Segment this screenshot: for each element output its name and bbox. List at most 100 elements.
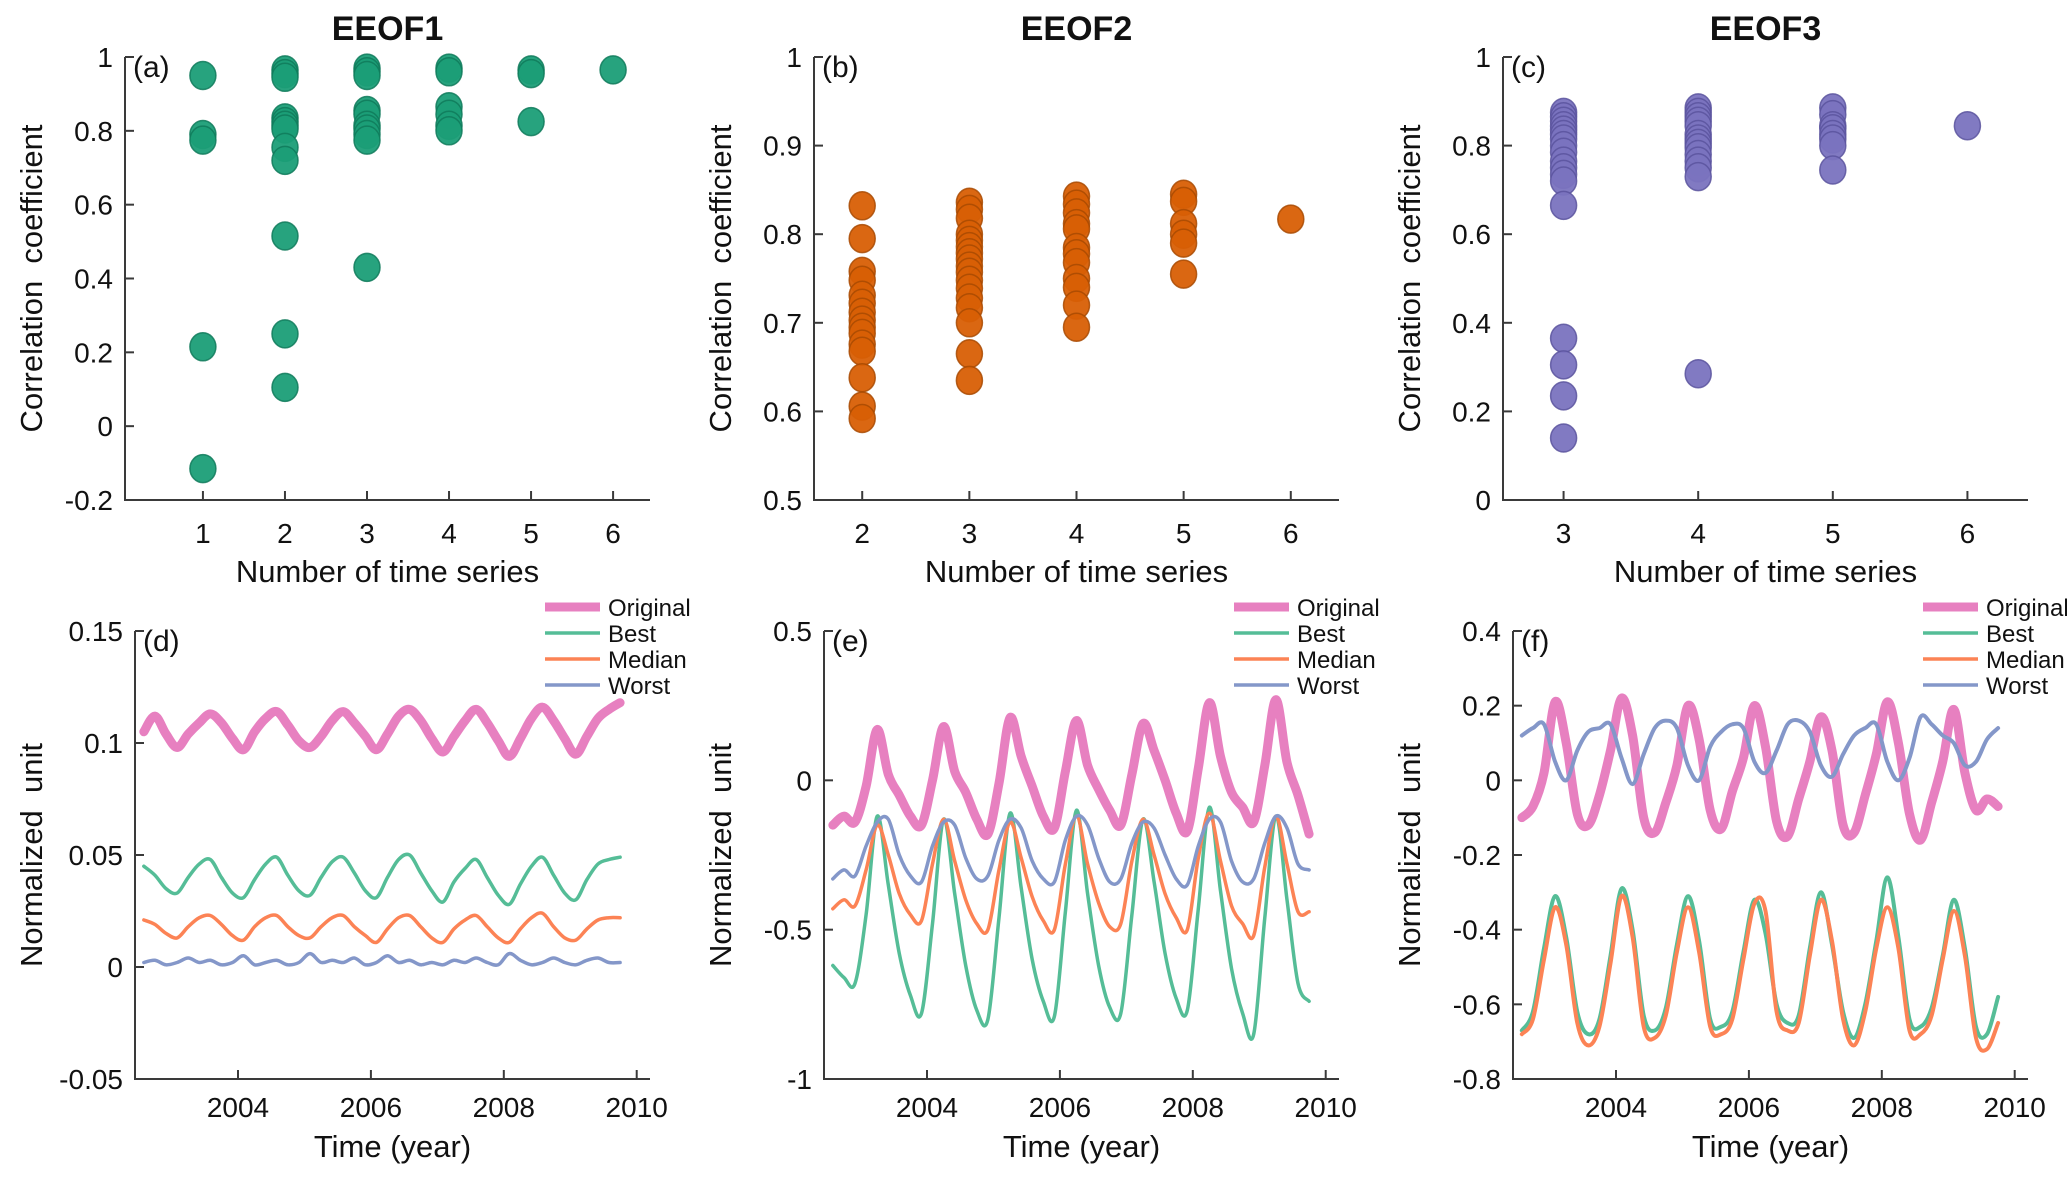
panel-title: EEOF3 bbox=[1710, 10, 1821, 48]
y-tick-label: -0.05 bbox=[59, 1064, 123, 1095]
scatter-point bbox=[189, 453, 217, 484]
x-tick-label: 6 bbox=[1960, 518, 1976, 549]
x-tick-label: 6 bbox=[605, 518, 621, 549]
chart-a: -0.2 0 0.2 0.4 0.6 0.8 1 1 2 3 4 5 6 Number of time s… bbox=[14, 10, 650, 589]
y-axis-label: Correlation coefficient bbox=[703, 124, 738, 432]
x-tick-label: 3 bbox=[359, 518, 375, 549]
y-axis-label: Normalized unit bbox=[703, 743, 738, 967]
legend-label: Best bbox=[1297, 621, 1345, 648]
y-tick-label: 1 bbox=[97, 42, 113, 73]
series-best-line bbox=[142, 852, 622, 907]
y-tick-label: 0 bbox=[1475, 485, 1491, 516]
y-tick-label: 0 bbox=[796, 765, 812, 796]
x-tick-label: 2006 bbox=[1718, 1092, 1780, 1123]
scatter-point bbox=[435, 57, 463, 87]
y-tick-label: 1 bbox=[786, 42, 802, 73]
panel-title: EEOF2 bbox=[1021, 10, 1132, 48]
scatter-point bbox=[1549, 423, 1578, 453]
legend-label: Best bbox=[608, 621, 656, 648]
scatter-point bbox=[1549, 190, 1578, 221]
y-tick-label: -0.4 bbox=[1453, 915, 1501, 946]
scatter-point bbox=[1819, 155, 1847, 185]
y-tick-label: 0 bbox=[1485, 765, 1501, 796]
panel-letter: (f) bbox=[1521, 625, 1549, 658]
scatter-point bbox=[1684, 358, 1712, 389]
x-tick-label: 6 bbox=[1283, 518, 1299, 549]
scatter-point bbox=[435, 116, 463, 146]
scatter-point bbox=[848, 336, 876, 366]
x-tick-label: 5 bbox=[1825, 518, 1841, 549]
legend-item: Best bbox=[1923, 621, 2034, 648]
y-tick-label: -1 bbox=[787, 1064, 812, 1095]
scatter-point bbox=[517, 106, 545, 137]
y-tick-label: 0.2 bbox=[74, 337, 113, 368]
scatter-point bbox=[955, 339, 984, 369]
x-tick-label: 5 bbox=[1176, 518, 1192, 549]
scatter-point bbox=[955, 365, 984, 396]
scatter-point bbox=[271, 145, 299, 176]
y-tick-label: 0 bbox=[97, 411, 113, 442]
chart-d: -0.05 0 0.05 0.1 0.15 2004 2006 2008 2010 Time (y… bbox=[14, 595, 691, 1164]
legend-label: Worst bbox=[608, 673, 671, 700]
series-original-line bbox=[139, 698, 625, 761]
panel-letter: (e) bbox=[832, 625, 869, 658]
chart-c: 0 0.2 0.4 0.6 0.8 1 3 4 5 6 Number of time series C… bbox=[1392, 10, 2028, 589]
y-tick-label: 0.05 bbox=[69, 840, 124, 871]
y-tick-label: 0.2 bbox=[1462, 691, 1501, 722]
series-original-line bbox=[1517, 693, 2003, 845]
legend-item: Original bbox=[545, 595, 691, 622]
scatter-point bbox=[271, 319, 299, 349]
scatter-point bbox=[1169, 228, 1198, 258]
x-tick-label: 2008 bbox=[1851, 1092, 1913, 1123]
scatter-point bbox=[1169, 259, 1198, 289]
scatter-point bbox=[189, 125, 217, 155]
y-tick-label: 0.8 bbox=[74, 116, 113, 147]
series-median-line bbox=[831, 811, 1311, 941]
scatter-point bbox=[1062, 312, 1091, 342]
x-tick-label: 4 bbox=[1069, 518, 1085, 549]
y-tick-label: -0.5 bbox=[764, 915, 812, 946]
panel-eeof1-scatter: -0.2 0 0.2 0.4 0.6 0.8 1 1 2 3 4 5 6 Number of time s… bbox=[0, 0, 689, 593]
x-tick-label: 4 bbox=[1690, 518, 1706, 549]
scatter-point bbox=[271, 372, 299, 403]
scatter-point bbox=[1684, 161, 1712, 192]
legend-label: Worst bbox=[1986, 673, 2049, 700]
y-tick-label: 0.4 bbox=[74, 264, 113, 295]
x-tick-label: 2008 bbox=[473, 1092, 535, 1123]
chart-f: -0.8 -0.6 -0.4 -0.2 0 0.2 0.4 2004 2006 2008 2010 T… bbox=[1392, 595, 2067, 1164]
scatter-point bbox=[848, 403, 876, 434]
y-tick-label: 0.6 bbox=[763, 396, 802, 427]
x-tick-label: 2006 bbox=[1029, 1092, 1091, 1123]
series-worst-line bbox=[1519, 713, 2001, 787]
y-tick-label: 0.4 bbox=[1452, 308, 1491, 339]
panel-eeof3-timeseries: -0.8 -0.6 -0.4 -0.2 0 0.2 0.4 2004 2006 2008 2010 T… bbox=[1378, 593, 2067, 1186]
legend-label: Median bbox=[608, 647, 687, 674]
x-tick-label: 3 bbox=[1556, 518, 1572, 549]
scatter-point bbox=[1953, 110, 1982, 141]
y-tick-label: 1 bbox=[1475, 42, 1491, 73]
y-tick-label: -0.8 bbox=[1453, 1064, 1501, 1095]
y-axis-label: Normalized unit bbox=[1392, 743, 1427, 967]
chart-b: 0.5 0.6 0.7 0.8 0.9 1 2 3 4 5 6 Number of time seri… bbox=[703, 10, 1339, 589]
x-tick-label: 2 bbox=[277, 518, 293, 549]
scatter-point bbox=[1549, 323, 1578, 354]
panel-letter: (b) bbox=[822, 51, 859, 84]
x-tick-label: 2006 bbox=[340, 1092, 402, 1123]
y-tick-label: 0.6 bbox=[74, 190, 113, 221]
scatter-point bbox=[353, 125, 381, 155]
legend-item: Best bbox=[545, 621, 656, 648]
scatter-point bbox=[848, 191, 876, 221]
series-original-line bbox=[828, 695, 1314, 840]
y-axis-label: Normalized unit bbox=[14, 743, 49, 967]
y-tick-label: -0.2 bbox=[65, 485, 113, 516]
y-tick-label: -0.6 bbox=[1453, 989, 1501, 1020]
scatter-point bbox=[1549, 381, 1578, 411]
panel-eeof1-timeseries: -0.05 0 0.05 0.1 0.15 2004 2006 2008 2010 Time (y… bbox=[0, 593, 691, 1186]
legend-label: Median bbox=[1986, 647, 2065, 674]
legend-label: Median bbox=[1297, 647, 1376, 674]
scatter-point bbox=[189, 332, 217, 362]
legend-label: Original bbox=[608, 595, 691, 622]
x-axis-label: Number of time series bbox=[925, 554, 1228, 589]
panel-letter: (d) bbox=[143, 625, 180, 658]
